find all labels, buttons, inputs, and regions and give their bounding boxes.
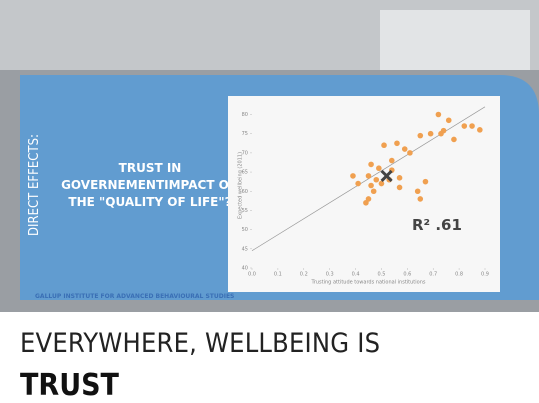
point bbox=[407, 150, 413, 156]
source: GALLUP INSTITUTE FOR ADVANCED BEHAVIOURA… bbox=[35, 293, 234, 300]
x-tick-label: 0.6 bbox=[403, 272, 411, 278]
point bbox=[461, 123, 467, 129]
point bbox=[415, 188, 421, 194]
point bbox=[446, 117, 452, 123]
point bbox=[477, 127, 483, 133]
y-tick-label: 80 bbox=[242, 112, 248, 118]
x-tick-label: 0.1 bbox=[274, 272, 282, 278]
x-tick-label: 0.8 bbox=[455, 272, 463, 278]
side-label: DIRECT EFFECTS: bbox=[27, 134, 42, 236]
point bbox=[397, 175, 403, 181]
point bbox=[381, 142, 387, 148]
x-tick-label: 0.4 bbox=[352, 272, 360, 278]
x-tick-label: 0.5 bbox=[377, 272, 385, 278]
point bbox=[373, 177, 379, 183]
point bbox=[379, 181, 385, 187]
point bbox=[438, 131, 444, 137]
point bbox=[371, 188, 377, 194]
x-tick-label: 0.0 bbox=[248, 272, 256, 278]
point bbox=[368, 183, 374, 189]
point bbox=[423, 179, 429, 185]
x-tick-label: 0.3 bbox=[326, 272, 334, 278]
point bbox=[428, 131, 434, 137]
point bbox=[402, 146, 408, 152]
chart-panel bbox=[228, 96, 500, 292]
y-tick-label: 50 bbox=[242, 227, 248, 233]
point bbox=[417, 133, 423, 139]
point bbox=[397, 185, 403, 191]
point bbox=[350, 173, 356, 179]
point bbox=[469, 123, 475, 129]
heading-line: GOVERNEMENTIMPACT ON bbox=[61, 178, 239, 192]
headline-bold: TRUST bbox=[20, 368, 120, 403]
point bbox=[368, 162, 374, 168]
y-axis-label: Expected wellbeing (2011) bbox=[238, 152, 244, 219]
slide: DIRECT EFFECTS: TRUST IN GOVERNEMENTIMPA… bbox=[0, 0, 539, 403]
point bbox=[366, 173, 372, 179]
point bbox=[363, 200, 369, 206]
headline: EVERYWHERE, WELLBEING IS bbox=[20, 328, 380, 359]
y-tick-label: 45 bbox=[242, 246, 248, 252]
y-tick-label: 75 bbox=[242, 131, 248, 137]
x-tick-label: 0.2 bbox=[300, 272, 308, 278]
point bbox=[355, 181, 361, 187]
point bbox=[451, 137, 457, 143]
point bbox=[417, 196, 423, 202]
point bbox=[394, 140, 400, 146]
heading-line: THE "QUALITY OF LIFE"? bbox=[68, 195, 231, 209]
annotation: R² .61 bbox=[412, 216, 462, 234]
point bbox=[376, 165, 382, 171]
x-tick-label: 0.9 bbox=[481, 272, 489, 278]
point bbox=[389, 158, 395, 164]
x-tick-label: 0.7 bbox=[429, 272, 437, 278]
photo-window bbox=[380, 10, 530, 70]
x-axis-label: Trusting attitude towards national insti… bbox=[311, 280, 426, 286]
point bbox=[436, 112, 442, 118]
heading-line: TRUST IN bbox=[119, 161, 182, 175]
